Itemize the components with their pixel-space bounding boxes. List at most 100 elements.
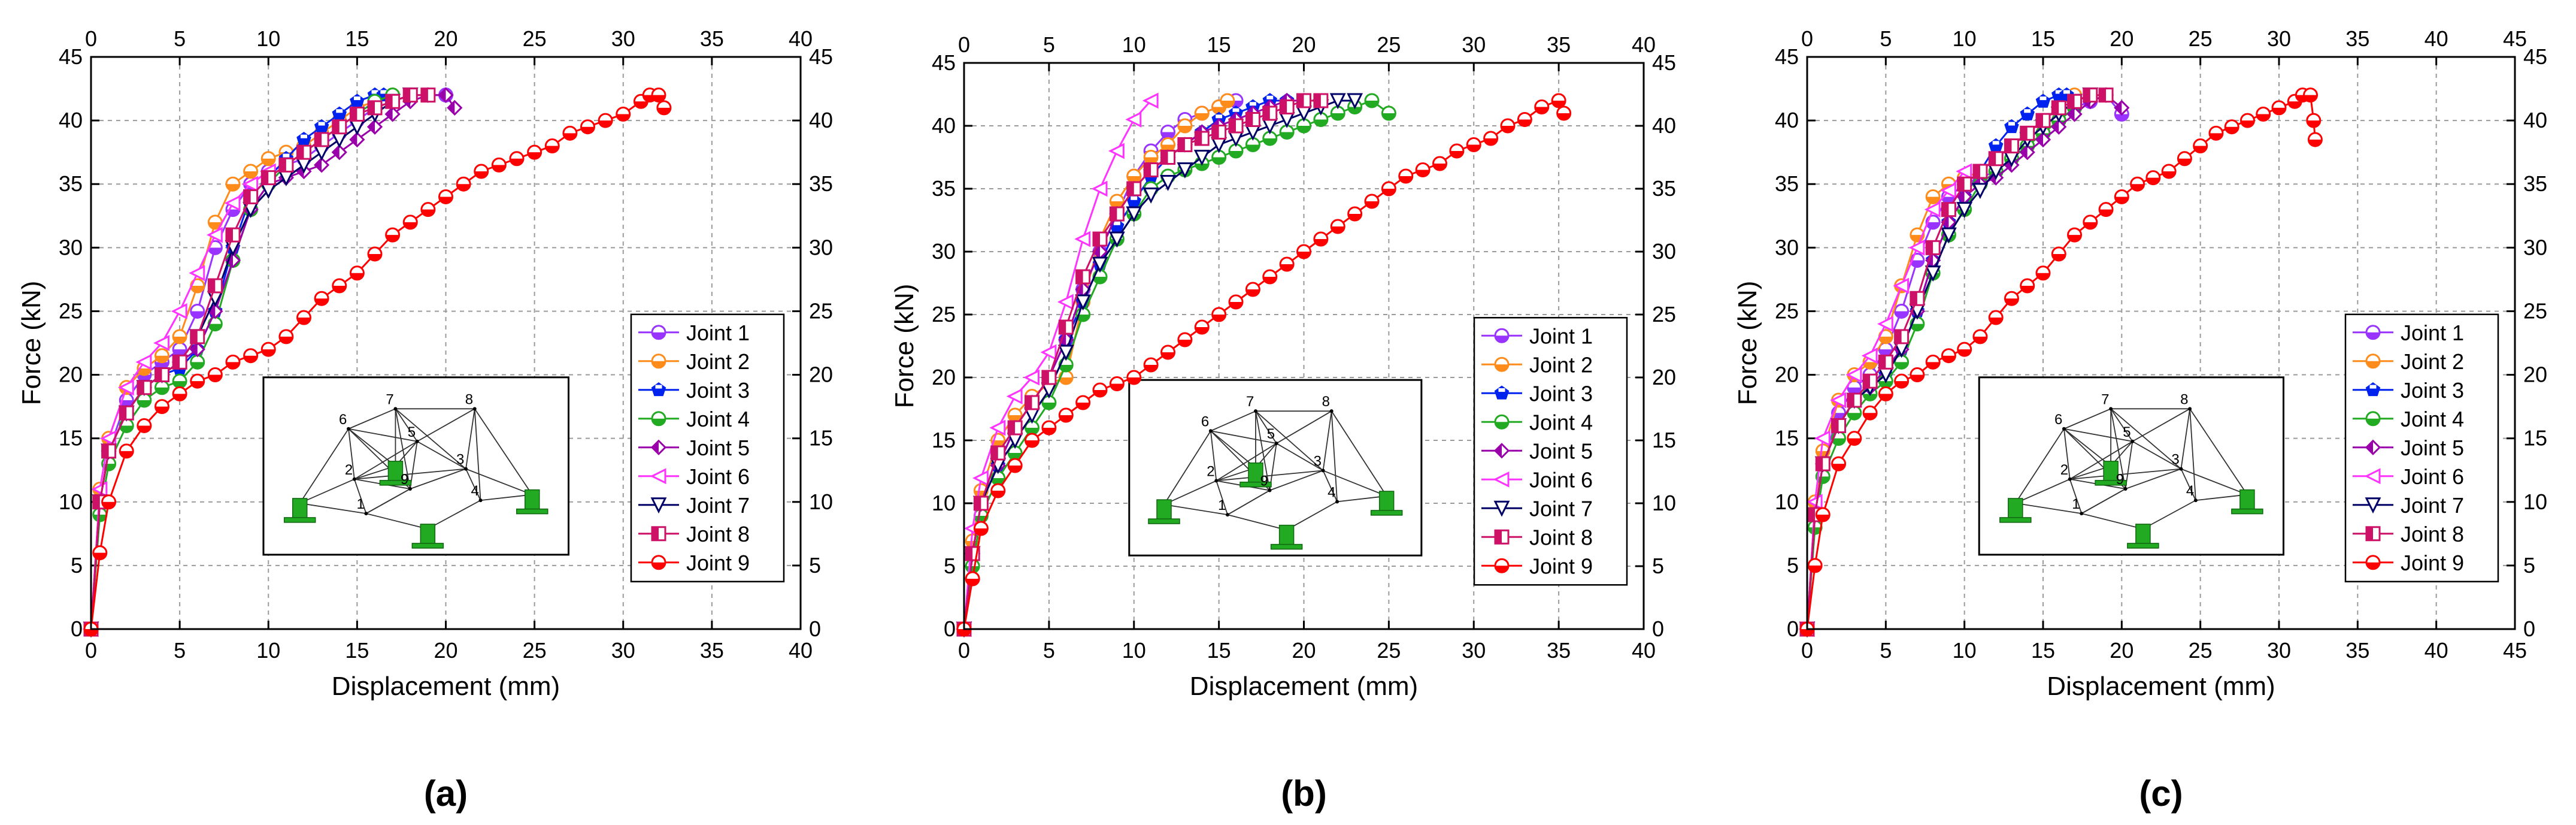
legend-item: Joint 9 bbox=[2353, 551, 2464, 575]
series-joint-4-point-fill bbox=[1246, 144, 1260, 152]
series-joint-4-point-fill bbox=[208, 324, 222, 331]
x-tick-label-top: 25 bbox=[1377, 32, 1401, 57]
legend-label: Joint 7 bbox=[1529, 496, 1593, 521]
inset-member bbox=[465, 468, 533, 495]
y-tick-label-right: 45 bbox=[2523, 44, 2547, 69]
legend: Joint 1 Joint 2 Joint 3 Joint 4 Joint 5 Joint… bbox=[1473, 317, 1628, 586]
series-joint-9-point-fill bbox=[2288, 101, 2302, 108]
inset-node bbox=[415, 439, 419, 443]
inset-node-label: 5 bbox=[408, 424, 416, 440]
series-joint-9-point-fill bbox=[510, 158, 523, 165]
series-joint-9-point-fill bbox=[1535, 107, 1548, 114]
series-joint-7-point bbox=[1126, 206, 1142, 223]
series-joint-5-point-fill bbox=[1957, 190, 1965, 204]
inset-node bbox=[2068, 477, 2072, 481]
series-joint-9-point-fill bbox=[1042, 428, 1056, 435]
inset-node-label: 3 bbox=[456, 452, 464, 468]
legend-label: Joint 7 bbox=[2401, 493, 2464, 518]
series-joint-4-point-fill bbox=[1076, 315, 1090, 322]
series-joint-8-point-fill bbox=[93, 495, 100, 509]
inset-member bbox=[2189, 408, 2248, 495]
y-tick-label-right: 15 bbox=[809, 426, 833, 451]
inset-member bbox=[348, 408, 396, 430]
series-joint-2-point-fill bbox=[1127, 176, 1141, 183]
series-joint-7-point bbox=[1925, 265, 1941, 282]
series-joint-4-point-fill bbox=[1263, 138, 1277, 145]
series-joint-9-point-fill bbox=[1263, 277, 1277, 283]
legend-item: Joint 5 bbox=[1481, 439, 1593, 463]
series-joint-3-point-hl bbox=[371, 90, 378, 94]
inset-node bbox=[393, 407, 398, 411]
support-base-icon bbox=[411, 543, 444, 549]
legend-label: Joint 4 bbox=[2401, 407, 2464, 431]
series-joint-8-point-fill bbox=[421, 88, 428, 102]
series-joint-7-point bbox=[1193, 150, 1210, 166]
legend-marker-fill bbox=[2366, 418, 2380, 425]
support-icon bbox=[2008, 498, 2023, 519]
legend-label: Joint 5 bbox=[686, 436, 750, 460]
x-tick-label: 5 bbox=[1043, 638, 1055, 663]
series-joint-9-point-fill bbox=[2146, 177, 2160, 185]
series-joint-7-point bbox=[313, 144, 330, 161]
y-tick-label-right: 0 bbox=[1652, 617, 1664, 641]
legend-label: Joint 8 bbox=[2401, 522, 2464, 546]
series-joint-4-point-fill bbox=[1229, 151, 1242, 158]
inset-member bbox=[1163, 504, 1228, 515]
series-joint-4-point-fill bbox=[1008, 453, 1022, 460]
inset-member bbox=[1331, 410, 1387, 497]
series-joint-9-point-fill bbox=[1450, 151, 1463, 158]
inset-node-label: 1 bbox=[356, 496, 364, 512]
series-joint-2-point-fill bbox=[137, 368, 151, 375]
series-joint-9-point-fill bbox=[262, 349, 275, 356]
inset-node-label: 9 bbox=[2116, 472, 2124, 488]
series-joint-7-point bbox=[1347, 93, 1363, 110]
legend-label: Joint 6 bbox=[1529, 467, 1593, 492]
series-joint-9-point-fill bbox=[1348, 214, 1362, 221]
inset-node-label: 8 bbox=[2180, 391, 2188, 407]
inset-member bbox=[1255, 410, 1324, 472]
legend-marker-hl bbox=[2369, 385, 2377, 389]
y-tick-label-right: 5 bbox=[809, 553, 821, 578]
series-joint-3-point-hl bbox=[2063, 90, 2070, 94]
x-tick-label-top: 20 bbox=[2110, 26, 2133, 51]
x-tick-label: 25 bbox=[2189, 638, 2213, 663]
x-tick-label-top: 40 bbox=[1632, 32, 1656, 57]
support-base-icon bbox=[516, 508, 548, 515]
series-joint-4-point-fill bbox=[120, 425, 134, 433]
series-joint-3-point-hl bbox=[1216, 114, 1223, 119]
x-tick-label-top: 5 bbox=[174, 26, 186, 51]
series-joint-8-point-fill bbox=[1059, 321, 1066, 334]
inset-member bbox=[1269, 470, 1323, 491]
series-joint-4-point-fill bbox=[1059, 365, 1073, 372]
x-tick-label: 40 bbox=[1632, 638, 1656, 663]
series-joint-5-point-fill bbox=[315, 158, 322, 172]
y-tick-label: 35 bbox=[932, 176, 956, 201]
series-joint-9-point-fill bbox=[173, 394, 187, 401]
series-joint-4-point-fill bbox=[1025, 428, 1039, 435]
inset-member bbox=[2181, 468, 2248, 495]
series-joint-9-point-fill bbox=[137, 425, 151, 433]
series-joint-9-point-fill bbox=[2083, 222, 2097, 229]
series-joint-5-point-fill bbox=[386, 107, 393, 121]
x-tick-label: 30 bbox=[611, 638, 635, 663]
series-joint-2-point-fill bbox=[190, 286, 204, 292]
series-joint-5-point-fill bbox=[1093, 245, 1100, 258]
series-joint-4-point-fill bbox=[1195, 164, 1209, 170]
legend-item: Joint 1 bbox=[1481, 324, 1593, 348]
inset-node-label: 7 bbox=[2101, 391, 2109, 407]
series-joint-9 bbox=[1799, 87, 2323, 637]
x-tick-label-top: 0 bbox=[1801, 26, 1813, 51]
y-tick-label: 35 bbox=[1775, 171, 1799, 196]
y-tick-label: 5 bbox=[944, 554, 956, 578]
series-joint-9-point-fill bbox=[1314, 239, 1328, 246]
series-joint-9-point-fill bbox=[634, 101, 648, 108]
series-joint-2-point-fill bbox=[208, 222, 222, 229]
series-joint-9-point-fill bbox=[492, 165, 506, 172]
inset-member bbox=[465, 409, 475, 469]
series-joint-9-point-fill bbox=[2068, 235, 2081, 242]
y-tick-label: 40 bbox=[59, 108, 83, 132]
series-joint-6-point bbox=[1057, 294, 1074, 310]
x-tick-label: 30 bbox=[2267, 638, 2291, 663]
series-joint-8-point-fill bbox=[173, 355, 180, 369]
legend-marker-fill bbox=[2366, 562, 2380, 569]
